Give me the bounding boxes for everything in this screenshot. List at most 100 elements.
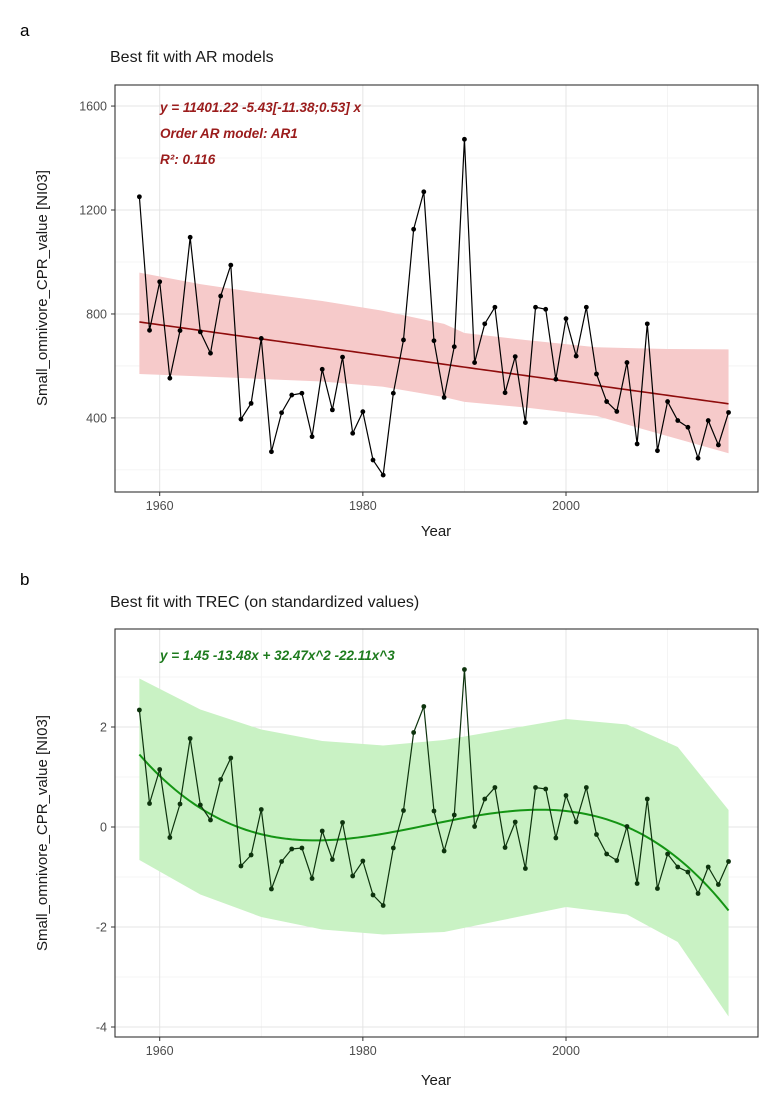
chart-b-x-axis-title: Year — [421, 1072, 451, 1089]
data-point — [411, 730, 417, 735]
data-point — [228, 755, 234, 761]
x-tick-label: 2000 — [552, 1044, 580, 1058]
data-point — [441, 848, 447, 854]
data-point — [583, 304, 589, 310]
data-point — [360, 409, 366, 415]
data-point — [482, 321, 488, 327]
data-point — [390, 390, 396, 396]
data-point — [380, 472, 386, 478]
chart-a-gridlines — [115, 85, 758, 492]
data-point — [472, 824, 477, 829]
data-point — [431, 338, 437, 344]
data-point — [197, 802, 203, 808]
data-point — [543, 306, 549, 312]
data-point — [563, 316, 569, 322]
data-point — [238, 416, 244, 422]
data-point — [634, 441, 640, 447]
data-point — [248, 852, 254, 858]
data-point — [421, 704, 427, 709]
data-point — [705, 418, 711, 423]
data-point — [147, 327, 152, 333]
data-point — [644, 796, 650, 802]
data-point — [431, 808, 437, 814]
data-point — [177, 328, 183, 334]
data-point — [218, 293, 224, 299]
data-point — [522, 866, 528, 871]
chart-a: a Best fit with AR models y = 11401.22 -… — [20, 21, 759, 540]
x-tick-label: 1960 — [146, 499, 174, 513]
data-point — [512, 354, 518, 359]
data-point — [350, 430, 356, 436]
chart-b-title: Best fit with TREC (on standardized valu… — [110, 594, 419, 611]
data-point — [665, 851, 670, 857]
y-tick-label: 1600 — [79, 100, 107, 114]
x-tick-label: 1980 — [349, 1044, 377, 1058]
data-point — [228, 262, 234, 268]
data-point — [685, 424, 691, 430]
data-point — [157, 279, 163, 285]
data-point — [218, 777, 224, 782]
data-point — [614, 858, 620, 863]
chart-a-x-axis-title: Year — [421, 523, 451, 540]
data-point — [655, 886, 660, 891]
data-point — [390, 845, 396, 851]
data-point — [492, 785, 498, 790]
data-point — [563, 793, 569, 798]
data-point — [329, 407, 335, 413]
data-point — [197, 329, 203, 335]
data-point — [726, 410, 731, 415]
x-tick-label: 1980 — [349, 499, 377, 513]
data-point — [360, 858, 366, 864]
data-point — [279, 859, 284, 864]
data-point — [715, 882, 721, 887]
data-point — [594, 371, 599, 377]
data-point — [451, 344, 457, 350]
data-point — [624, 824, 630, 829]
data-point — [604, 851, 610, 857]
data-point — [370, 892, 376, 898]
data-point — [401, 808, 406, 813]
data-point — [248, 400, 254, 406]
data-point — [258, 336, 264, 341]
data-point — [522, 420, 528, 426]
data-point — [441, 394, 447, 400]
data-point — [289, 392, 295, 398]
data-point — [187, 234, 193, 240]
data-point — [299, 845, 305, 851]
chart-b-panel-border — [114, 628, 759, 1038]
y-tick-label: 2 — [100, 721, 107, 735]
chart-a-x-axis-ticks: 1960 1980 2000 — [146, 492, 580, 513]
data-point — [472, 360, 477, 365]
data-point — [147, 801, 152, 806]
data-point — [451, 812, 457, 818]
data-point — [462, 136, 467, 142]
chart-a-panel-border — [114, 84, 759, 493]
confidence-band-polygon — [139, 678, 729, 1017]
data-point — [319, 828, 325, 834]
data-point — [604, 399, 610, 404]
y-tick-label: 800 — [86, 307, 107, 321]
chart-a-title: Best fit with AR models — [110, 49, 274, 66]
chart-a-ar-order: Order AR model: AR1 — [160, 126, 298, 141]
chart-b-x-axis-ticks: 1960 1980 2000 — [146, 1037, 580, 1058]
data-point — [421, 189, 427, 195]
data-point — [634, 881, 640, 886]
x-tick-label: 2000 — [552, 499, 580, 513]
data-point — [167, 375, 173, 381]
data-point — [177, 801, 183, 807]
chart-b: b Best fit with TREC (on standardized va… — [20, 570, 759, 1089]
data-point — [157, 767, 163, 772]
data-point — [502, 390, 508, 396]
data-point — [269, 886, 274, 892]
data-point — [705, 864, 711, 870]
data-point — [167, 835, 173, 840]
data-point — [573, 353, 579, 359]
chart-b-confidence-band — [139, 678, 729, 1017]
chart-b-y-axis-title: Small_omnivore_CPR_value [NI03] — [34, 715, 51, 951]
data-point — [614, 409, 620, 414]
y-tick-label: 1200 — [79, 204, 107, 218]
data-point — [309, 876, 315, 881]
data-point — [462, 667, 467, 672]
data-point — [533, 785, 538, 790]
